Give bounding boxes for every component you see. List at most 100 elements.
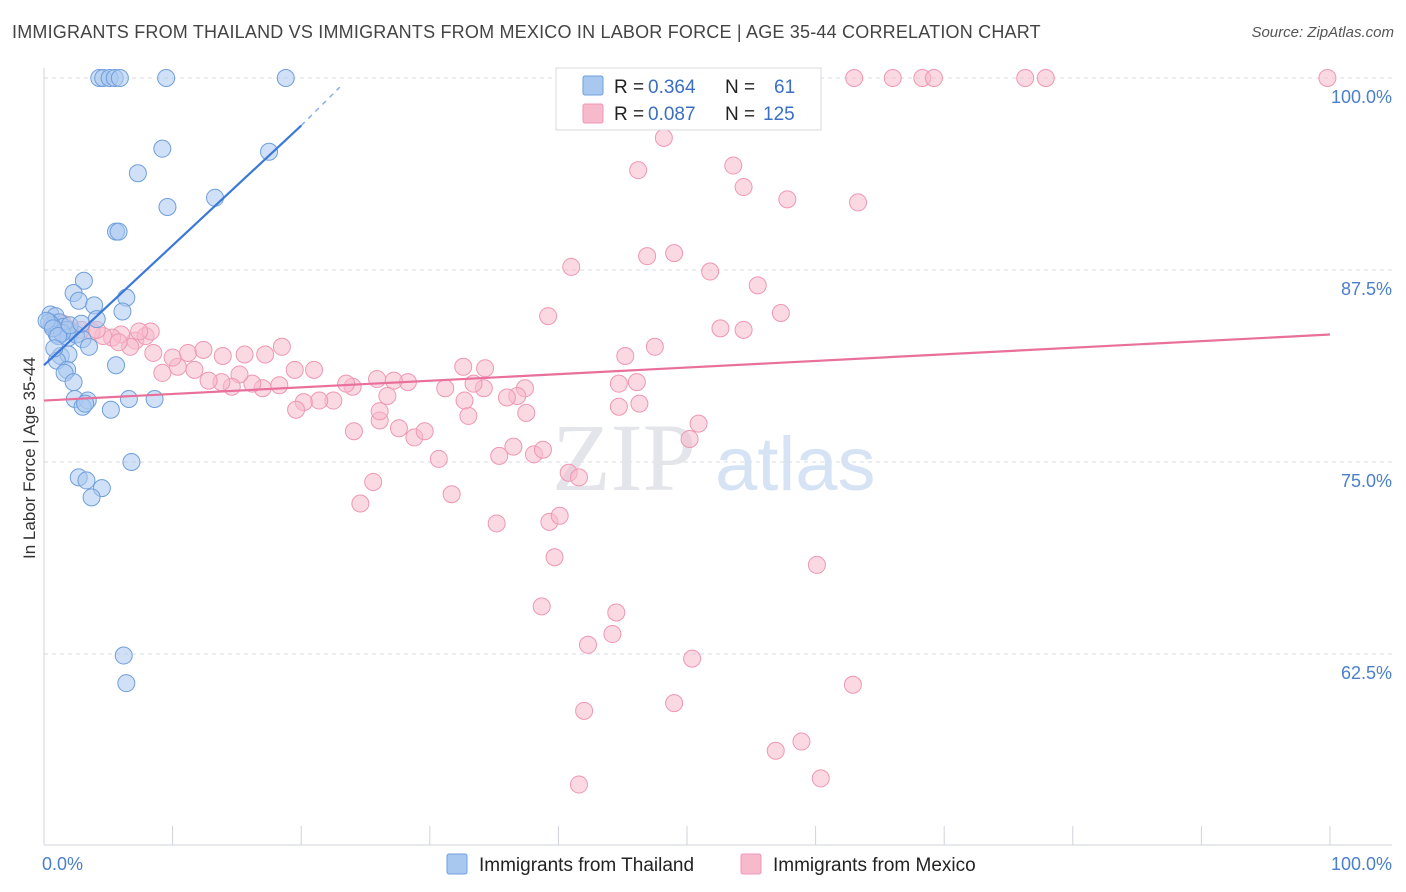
- legend-n-label-1: N =: [725, 77, 755, 98]
- mexico-point: [305, 360, 324, 379]
- mexico-point: [811, 769, 830, 788]
- thailand-point: [87, 310, 106, 329]
- legend-r-label-1: R =: [614, 77, 644, 98]
- mexico-point: [550, 506, 569, 525]
- chart-title: IMMIGRANTS FROM THAILAND VS IMMIGRANTS F…: [12, 22, 1041, 42]
- mexico-trend-line: [43, 333, 1331, 402]
- legend-n-value-1: 61: [774, 77, 795, 98]
- thailand-point: [110, 69, 129, 87]
- bottom-legend-label-mexico: Immigrants from Mexico: [773, 855, 976, 876]
- mexico-point: [163, 348, 182, 367]
- mexico-point: [883, 69, 902, 87]
- mexico-point: [504, 437, 523, 456]
- mexico-point: [724, 156, 743, 175]
- mexico-point: [370, 402, 389, 421]
- mexico-point: [603, 625, 622, 644]
- mexico-points: [42, 69, 1337, 794]
- mexico-point: [665, 694, 684, 713]
- mexico-point: [532, 597, 551, 616]
- mexico-point: [487, 514, 506, 533]
- thailand-point: [101, 400, 120, 419]
- mexico-point: [429, 449, 448, 468]
- mexico-point: [609, 374, 628, 393]
- mexico-point: [562, 257, 581, 276]
- thailand-trend-extension: [300, 86, 341, 127]
- legend-r-value-2: 0.087: [648, 104, 696, 125]
- mexico-point: [569, 468, 588, 487]
- mexico-point: [924, 69, 943, 87]
- thailand-point: [74, 271, 93, 290]
- mexico-point: [1036, 69, 1055, 87]
- mexico-point: [490, 446, 509, 465]
- y-tick-label: 100.0%: [1331, 87, 1392, 107]
- bottom-legend-swatch-thailand: [446, 853, 468, 875]
- thailand-point: [107, 356, 126, 375]
- thailand-point: [206, 188, 225, 207]
- mexico-point: [778, 190, 797, 209]
- mexico-point: [569, 775, 588, 794]
- thailand-point: [80, 337, 99, 356]
- mexico-point: [364, 472, 383, 491]
- mexico-point: [807, 555, 826, 574]
- mexico-point: [344, 422, 363, 441]
- y-tick-label: 75.0%: [1341, 471, 1392, 491]
- bottom-legend-swatch-mexico: [740, 853, 762, 875]
- x-tick-marks: [172, 826, 1331, 845]
- x-tick-label-max: 100.0%: [1331, 854, 1392, 874]
- thailand-point: [153, 139, 172, 158]
- thailand-point: [276, 69, 295, 87]
- thailand-point: [157, 69, 176, 87]
- mexico-point: [243, 374, 262, 393]
- legend-swatch-mexico: [582, 103, 604, 124]
- mexico-point: [533, 440, 552, 459]
- trend-lines: [43, 86, 1331, 402]
- mexico-point: [235, 345, 254, 364]
- mexico-point: [436, 379, 455, 398]
- legend-r-label-2: R =: [614, 104, 644, 125]
- mexico-point: [455, 391, 474, 410]
- watermark-zip: ZIP: [552, 404, 696, 511]
- mexico-point: [683, 649, 702, 668]
- mexico-point: [616, 347, 635, 366]
- mexico-point: [638, 247, 657, 266]
- mexico-point: [497, 388, 516, 407]
- mexico-point: [415, 422, 434, 441]
- mexico-point: [607, 603, 626, 622]
- bottom-legend-label-thailand: Immigrants from Thailand: [479, 855, 694, 876]
- mexico-point: [199, 371, 218, 390]
- mexico-point: [517, 403, 536, 422]
- thailand-point: [82, 488, 101, 507]
- mexico-point: [378, 386, 397, 405]
- mexico-point: [680, 429, 699, 448]
- thailand-trend-line: [43, 124, 302, 367]
- mexico-point: [144, 343, 163, 362]
- mexico-point: [843, 675, 862, 694]
- thailand-point: [119, 390, 138, 409]
- thailand-point: [109, 222, 128, 241]
- mexico-point: [368, 370, 387, 389]
- mexico-point: [476, 359, 495, 378]
- mexico-point: [454, 357, 473, 376]
- y-axis-title: In Labor Force | Age 35-44: [20, 357, 39, 559]
- mexico-point: [109, 333, 128, 352]
- mexico-point: [629, 161, 648, 180]
- bottom-legend: Immigrants from Thailand Immigrants from…: [446, 853, 976, 876]
- thailand-point: [145, 390, 164, 409]
- mexico-point: [185, 360, 204, 379]
- mexico-point: [1016, 69, 1035, 87]
- mexico-point: [272, 337, 291, 356]
- mexico-point: [442, 485, 461, 504]
- legend-r-value-1: 0.364: [648, 77, 696, 98]
- mexico-point: [627, 373, 646, 392]
- y-tick-label: 62.5%: [1341, 663, 1392, 683]
- mexico-point: [654, 128, 673, 147]
- mexico-point: [130, 322, 149, 341]
- legend-box: R = 0.364 N = 61 R = 0.087 N = 125: [555, 67, 822, 131]
- mexico-point: [389, 419, 408, 438]
- y-tick-label: 87.5%: [1341, 279, 1392, 299]
- mexico-point: [665, 244, 684, 263]
- mexico-point: [711, 319, 730, 338]
- thailand-point: [113, 302, 132, 321]
- mexico-point: [849, 193, 868, 212]
